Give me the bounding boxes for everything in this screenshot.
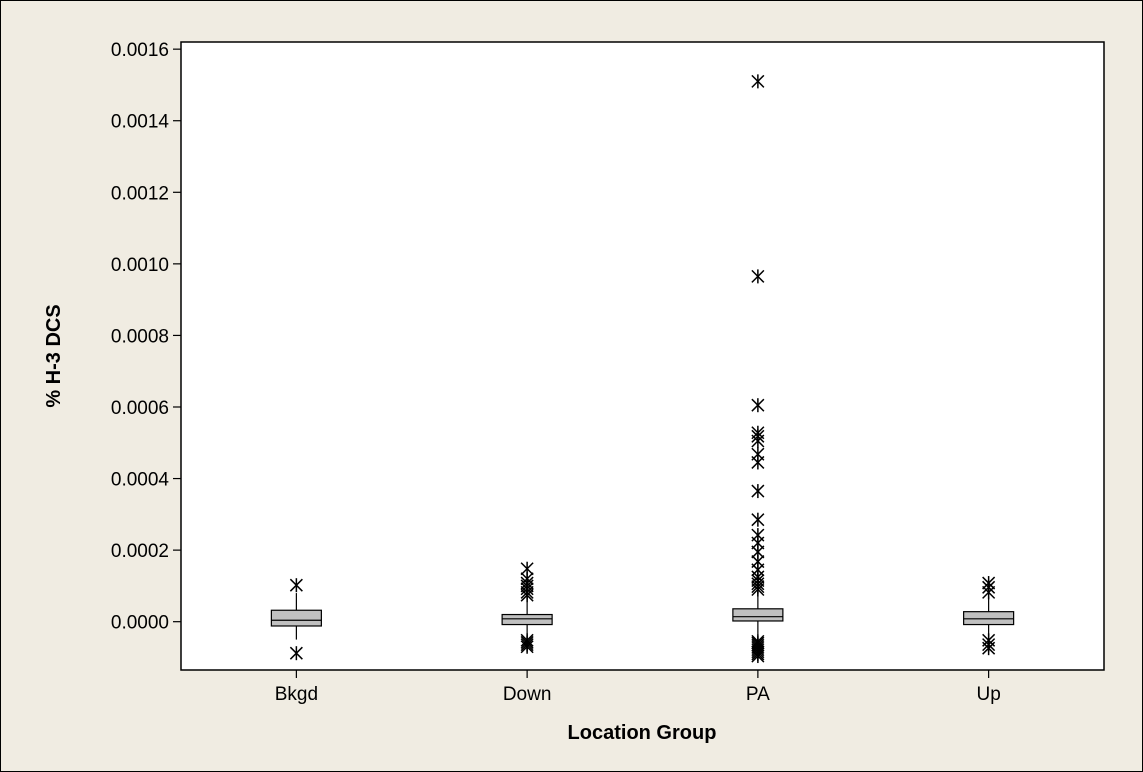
y-tick-label: 0.0016 bbox=[111, 40, 169, 61]
y-tick-label: 0.0012 bbox=[111, 183, 169, 204]
boxes bbox=[270, 74, 1015, 664]
outlier-point bbox=[982, 641, 996, 656]
box-up bbox=[963, 576, 1015, 656]
box-rect bbox=[270, 609, 322, 627]
box-down bbox=[501, 561, 553, 654]
plot-area bbox=[180, 41, 1105, 671]
y-tick-label: 0.0010 bbox=[111, 255, 169, 276]
x-axis-ticks: Bkgd Down PA Up bbox=[275, 670, 1001, 705]
outlier-point bbox=[751, 582, 765, 597]
x-tick-label: Bkgd bbox=[275, 684, 318, 705]
y-tick-label: 0.0006 bbox=[111, 398, 169, 419]
box-pa bbox=[732, 74, 784, 664]
outlier-point bbox=[520, 639, 534, 654]
outlier-point bbox=[751, 484, 765, 499]
y-tick-label: 0.0002 bbox=[111, 541, 169, 562]
outlier-point bbox=[751, 398, 765, 413]
outlier-point bbox=[751, 649, 765, 664]
x-tick-label: Down bbox=[503, 684, 552, 705]
box-bkgd bbox=[270, 578, 322, 661]
outlier-point bbox=[289, 646, 303, 661]
outlier-point bbox=[289, 578, 303, 593]
y-axis-title: % H-3 DCS bbox=[43, 304, 65, 407]
outlier-point bbox=[982, 585, 996, 600]
y-tick-label: 0.0008 bbox=[111, 326, 169, 347]
outlier-point bbox=[751, 269, 765, 284]
x-tick-label: Up bbox=[976, 684, 1000, 705]
outlier-point bbox=[520, 588, 534, 603]
y-tick-label: 0.0000 bbox=[111, 613, 169, 634]
box-rect bbox=[501, 613, 553, 626]
y-axis-ticks: 0.0000 0.0002 0.0004 0.0006 0.0008 0.0010 0.00… bbox=[111, 40, 181, 634]
box-rect bbox=[963, 611, 1015, 626]
y-tick-label: 0.0004 bbox=[111, 470, 170, 491]
outlier-point bbox=[751, 455, 765, 470]
box-rect bbox=[732, 608, 784, 622]
y-tick-label: 0.0014 bbox=[111, 112, 170, 133]
outlier-point bbox=[751, 74, 765, 89]
outlier-point bbox=[751, 512, 765, 527]
x-axis-title: Location Group bbox=[568, 722, 717, 744]
x-tick-label: PA bbox=[746, 684, 770, 705]
outlier-point bbox=[751, 433, 765, 448]
